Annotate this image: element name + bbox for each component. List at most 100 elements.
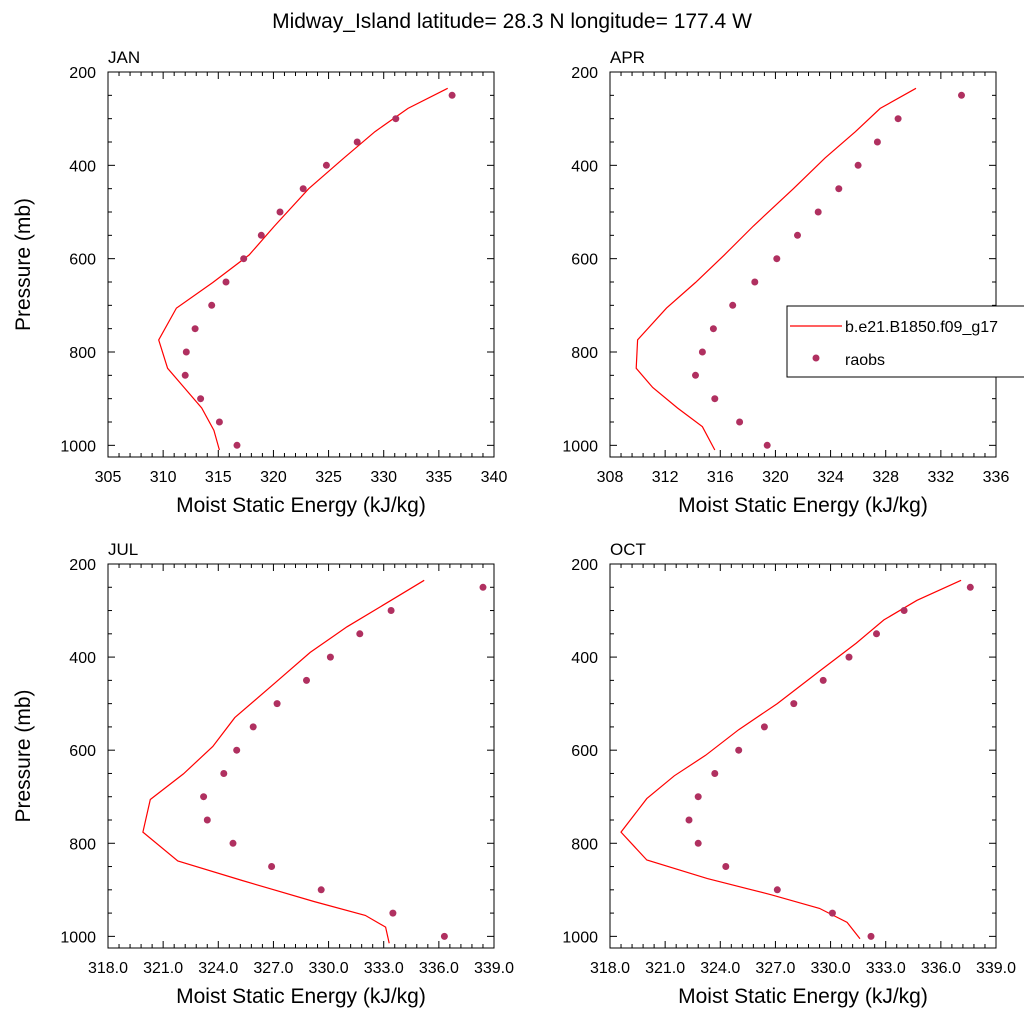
- raobs-point: [353, 138, 361, 146]
- raobs-point: [257, 231, 265, 239]
- y-tick-label: 1000: [60, 438, 96, 455]
- panel-jul: 318.0 321.0 324.0 327.0 330.0 333.0 336.0 339.0…: [12, 540, 514, 1008]
- y-tick-label: 600: [571, 252, 598, 269]
- raobs-point: [181, 371, 189, 379]
- x-tick-label: 333.0: [364, 960, 404, 977]
- raobs-point: [828, 909, 836, 917]
- x-tick-label: 321.0: [143, 960, 183, 977]
- raobs-point: [299, 185, 307, 193]
- x-tick-label: 330.0: [811, 960, 851, 977]
- x-tick-label: 318.0: [590, 960, 630, 977]
- raobs-point: [773, 886, 781, 894]
- raobs-point: [191, 325, 199, 333]
- y-tick-label: 400: [69, 158, 96, 175]
- y-tick-label: 800: [69, 836, 96, 853]
- y-tick-label: 400: [571, 158, 598, 175]
- y-tick-label: 1000: [562, 438, 598, 455]
- plot-frame: [609, 71, 997, 458]
- raobs-point: [322, 161, 330, 169]
- y-tick-label: 600: [571, 743, 598, 760]
- y-tick-label: 400: [571, 650, 598, 667]
- model-series-line: [635, 87, 917, 451]
- raobs-point: [736, 418, 744, 426]
- y-axis-label: Pressure (mb): [12, 689, 35, 822]
- x-tick-label: 336.0: [419, 960, 459, 977]
- y-tick-label: 400: [69, 650, 96, 667]
- raobs-point: [233, 746, 241, 754]
- x-tick-label: 310: [150, 469, 177, 486]
- raobs-point: [685, 816, 693, 824]
- y-tick-label: 200: [571, 557, 598, 574]
- raobs-point: [773, 255, 781, 263]
- x-tick-label: 315: [205, 469, 232, 486]
- x-axis-label: Moist Static Energy (kJ/kg): [678, 985, 928, 1008]
- raobs-point: [900, 607, 908, 614]
- y-tick-label: 600: [69, 252, 96, 269]
- x-tick-label: 305: [95, 469, 122, 486]
- y-tick-label: 800: [69, 345, 96, 362]
- legend-model-label: b.e21.B1850.f09_g17: [845, 319, 998, 336]
- raobs-point: [854, 161, 862, 169]
- plot-frame: [609, 563, 997, 949]
- x-tick-label: 324.0: [198, 960, 238, 977]
- raobs-point: [229, 839, 237, 847]
- raobs-point: [694, 839, 702, 847]
- y-axis-label: Pressure (mb): [12, 198, 35, 331]
- x-tick-label: 339.0: [474, 960, 514, 977]
- raobs-point: [722, 863, 730, 870]
- x-tick-label: 324.0: [700, 960, 740, 977]
- y-tick-label: 1000: [562, 929, 598, 946]
- x-tick-label: 318.0: [88, 960, 128, 977]
- x-tick-label: 328: [872, 469, 899, 486]
- raobs-point: [958, 91, 965, 99]
- raobs-point: [763, 441, 771, 449]
- y-tick-label: 200: [69, 65, 96, 82]
- panel-title: JAN: [108, 48, 140, 67]
- raobs-point: [479, 583, 487, 591]
- panel-apr: 308 312 316 320 324 328 332 336 200 400 600 800 1000…: [562, 48, 1009, 517]
- raobs-point: [200, 793, 208, 801]
- raobs-point: [356, 630, 364, 638]
- raobs-point: [326, 653, 334, 661]
- raobs-point: [711, 395, 719, 403]
- x-tick-label: 336: [983, 469, 1010, 486]
- raobs-point: [317, 886, 325, 894]
- raobs-point: [222, 278, 230, 286]
- raobs-point: [182, 348, 190, 356]
- x-tick-label: 324: [817, 469, 844, 486]
- y-tick-label: 1000: [60, 929, 96, 946]
- raobs-point: [867, 932, 875, 940]
- x-tick-label: 335: [426, 469, 453, 486]
- raobs-point: [197, 395, 205, 403]
- x-tick-label: 320: [260, 469, 287, 486]
- raobs-point: [819, 676, 827, 684]
- y-tick-label: 800: [571, 836, 598, 853]
- x-tick-label: 327.0: [253, 960, 293, 977]
- panel-oct: 318.0 321.0 324.0 327.0 330.0 333.0 336.0 339.0…: [562, 540, 1016, 1008]
- x-tick-label: 327.0: [755, 960, 795, 977]
- raobs-point: [389, 909, 397, 917]
- x-axis-label: Moist Static Energy (kJ/kg): [176, 494, 426, 517]
- x-tick-label: 316: [707, 469, 734, 486]
- raobs-point: [233, 441, 241, 449]
- y-tick-label: 800: [571, 345, 598, 362]
- raobs-point: [215, 418, 223, 426]
- x-tick-label: 336.0: [921, 960, 961, 977]
- panel-title: OCT: [610, 540, 646, 559]
- raobs-point: [220, 770, 228, 777]
- plot-frame: [107, 71, 495, 458]
- raobs-point: [440, 932, 448, 940]
- legend-raobs-label: raobs: [845, 352, 885, 369]
- panel-title: JUL: [108, 540, 138, 559]
- x-axis-label: Moist Static Energy (kJ/kg): [678, 494, 928, 517]
- panel-title: APR: [610, 48, 645, 67]
- model-series-line: [158, 87, 448, 451]
- panel-jan: 305 310 315 320 325 330 335 340 200 400 600 800 1000…: [12, 48, 507, 517]
- raobs-point: [448, 91, 456, 99]
- raobs-point: [735, 746, 743, 754]
- raobs-point: [303, 676, 310, 684]
- raobs-point: [392, 115, 400, 123]
- raobs-point: [268, 863, 276, 870]
